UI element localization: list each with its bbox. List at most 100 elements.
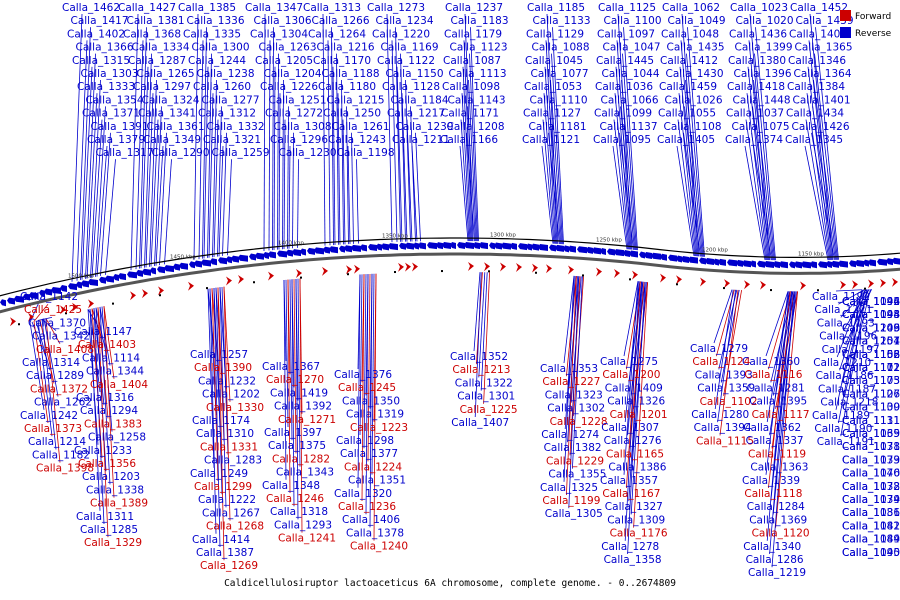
reverse-connector [572, 276, 583, 469]
reverse-connector [747, 66, 769, 261]
reverse-gene-arrow [136, 269, 143, 277]
reverse-gene-label: Calla_1045 [525, 55, 583, 67]
reverse-gene-label: Calla_1214 [28, 436, 86, 448]
reverse-connector [814, 53, 838, 260]
reverse-gene-label: Calla_1062 [662, 2, 720, 14]
forward-gene-label: Calla_1118 [744, 488, 802, 500]
reverse-gene-label: Calla_1275 [600, 356, 658, 368]
reverse-connector [209, 288, 217, 534]
reverse-connector [676, 145, 695, 257]
reverse-gene-label: Calla_1185 [527, 2, 585, 14]
reverse-gene-arrow [660, 253, 667, 261]
reverse-connector [543, 93, 556, 244]
reverse-gene-label: Calla_1339 [742, 475, 800, 487]
reverse-gene-label: Calla_1140 [842, 468, 900, 480]
reverse-connector [468, 79, 477, 242]
reverse-gene-label: Calla_1298 [336, 435, 394, 447]
reverse-gene-arrow [623, 249, 630, 257]
forward-gene-label: Calla_1282 [272, 453, 330, 465]
reverse-gene-label: Calla_1078 [842, 481, 900, 493]
forward-gene-arrow [892, 277, 898, 287]
reverse-gene-label: Calla_1077 [531, 68, 589, 80]
reverse-gene-label: Calla_1105 [842, 375, 900, 387]
reverse-connector [37, 320, 53, 437]
reverse-gene-label: Calla_1233 [74, 445, 132, 457]
forward-gene-arrow [130, 291, 136, 301]
reverse-gene-arrow [479, 242, 488, 250]
reverse-connector [714, 289, 734, 410]
reverse-gene-label: Calla_1101 [842, 362, 900, 374]
reverse-gene-label: Calla_1121 [522, 134, 580, 146]
reverse-gene-label: Calla_1053 [524, 81, 582, 93]
reverse-gene-label: Calla_1351 [348, 475, 406, 487]
reverse-gene-label: Calla_1026 [665, 94, 723, 106]
reverse-connector [386, 13, 393, 243]
reverse-gene-label: Calla_1384 [787, 81, 845, 93]
reverse-connector [769, 291, 792, 555]
tick-mark [347, 273, 349, 276]
reverse-gene-label: Calla_1036 [595, 81, 653, 93]
reverse-gene-label: Calla_1146 [842, 296, 900, 308]
reverse-gene-label: Calla_1100 [604, 15, 662, 27]
reverse-gene-arrow [399, 242, 406, 250]
reverse-gene-label: Calla_1230 [279, 147, 337, 159]
reverse-connector [615, 66, 631, 250]
reverse-gene-label: Calla_1445 [596, 55, 654, 67]
reverse-gene-label: Calla_1300 [192, 42, 250, 54]
reverse-gene-arrow [0, 299, 6, 307]
reverse-connector [365, 274, 369, 515]
reverse-gene-label: Calla_1112 [842, 362, 900, 374]
reverse-gene-arrow [99, 276, 106, 284]
forward-connector [775, 291, 798, 528]
reverse-connector [835, 289, 863, 410]
reverse-gene-label: Calla_1310 [196, 428, 254, 440]
reverse-gene-label: Calla_1307 [601, 422, 659, 434]
reverse-connector [835, 289, 863, 292]
reverse-gene-arrow [779, 261, 788, 269]
reverse-connector [297, 278, 301, 467]
reverse-gene-label: Calla_1278 [601, 541, 659, 553]
reverse-gene-arrow [727, 259, 737, 267]
reverse-gene-label: Calla_1267 [202, 507, 260, 519]
reverse-gene-label: Calla_1191 [817, 436, 875, 448]
reverse-gene-label: Calla_1094 [842, 309, 900, 321]
reverse-gene-label: Calla_1145 [842, 547, 900, 559]
reverse-gene-label: Calla_1089 [842, 534, 900, 546]
reverse-gene-label: Calla_1143 [448, 94, 506, 106]
reverse-gene-label: Calla_1409 [605, 382, 663, 394]
reverse-gene-arrow [549, 244, 556, 252]
forward-connector [719, 289, 739, 436]
reverse-connector [347, 145, 351, 245]
forward-gene-label: Calla_1236 [338, 501, 396, 513]
reverse-gene-label: Calla_1323 [545, 389, 603, 401]
reverse-gene-arrow [418, 242, 426, 250]
reverse-gene-label: Calla_1107 [842, 388, 900, 400]
reverse-gene-label: Calla_1377 [340, 448, 398, 460]
reverse-gene-label: Calla_1397 [264, 427, 322, 439]
reverse-gene-label: Calla_1287 [128, 55, 186, 67]
reverse-connector [621, 79, 636, 251]
reverse-gene-label: Calla_1219 [748, 567, 806, 579]
reverse-gene-label: Calla_1232 [198, 375, 256, 387]
reverse-gene-arrow [381, 243, 389, 251]
reverse-gene-arrow [226, 256, 232, 264]
forward-gene-label: Calla_1390 [194, 362, 252, 374]
reverse-gene-label: Calla_1204 [264, 68, 322, 80]
forward-connector [103, 306, 115, 498]
reverse-gene-arrow [268, 251, 276, 259]
reverse-gene-label: Calla_1406 [342, 514, 400, 526]
reverse-gene-arrow [688, 256, 698, 264]
forward-gene-label: Calla_1223 [350, 422, 408, 434]
reverse-gene-label: Calla_1095 [593, 134, 651, 146]
tick-mark [159, 294, 161, 297]
reverse-gene-label: Calla_1279 [690, 343, 748, 355]
reverse-gene-arrow [405, 242, 414, 250]
reverse-gene-label: Calla_1289 [26, 370, 84, 382]
reverse-gene-label: Calla_1125 [598, 2, 656, 14]
reverse-gene-label: Calla_1099 [594, 108, 652, 120]
reverse-gene-label: Calla_1263 [259, 42, 317, 54]
forward-gene-arrow [632, 270, 638, 280]
reverse-gene-label: Calla_1266 [312, 15, 370, 27]
reverse-gene-label: Calla_1149 [842, 322, 900, 334]
reverse-gene-label: Calla_1402 [67, 28, 125, 40]
